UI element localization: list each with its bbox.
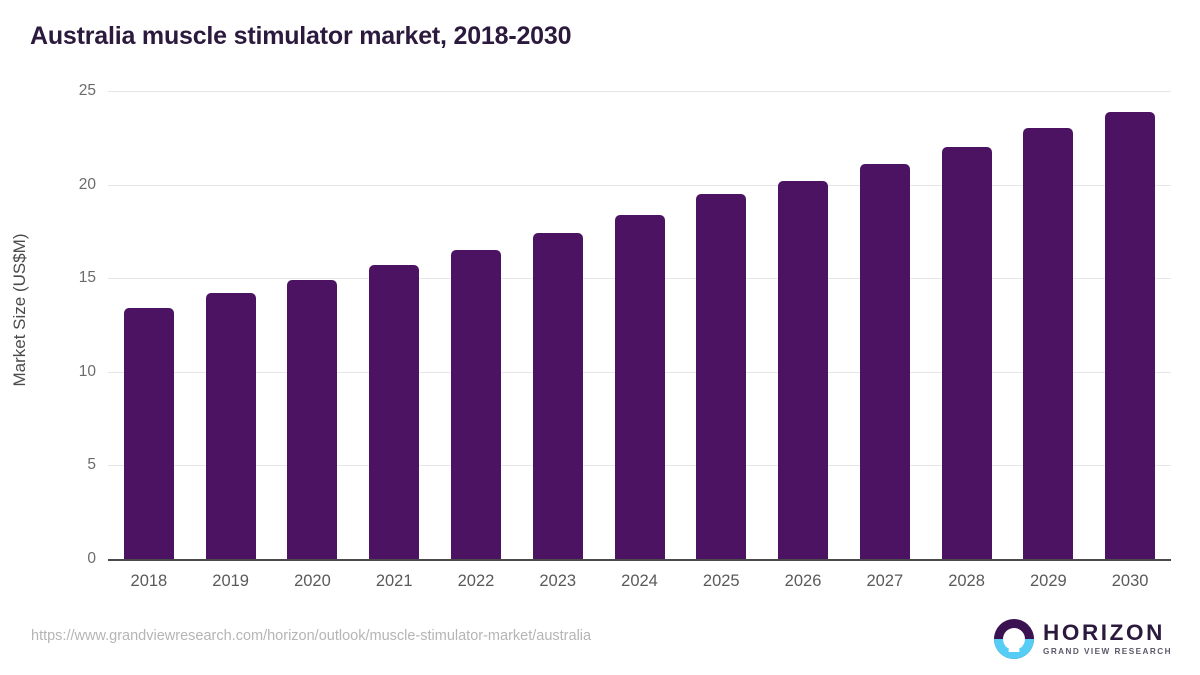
y-axis-tick-label: 5 — [87, 456, 96, 474]
bar-2028[interactable] — [941, 147, 992, 559]
bar-2021[interactable] — [369, 265, 420, 559]
x-axis-tick-label: 2025 — [702, 572, 740, 590]
source-url[interactable]: https://www.grandviewresearch.com/horizo… — [31, 628, 592, 644]
bar-2027[interactable] — [859, 164, 910, 559]
gridline — [108, 91, 1171, 92]
y-axis-title: Market Size (US$M) — [10, 233, 29, 387]
y-axis-tick-label: 10 — [78, 362, 96, 380]
bar-2018[interactable] — [123, 308, 174, 559]
bar-series — [108, 91, 1171, 559]
horizon-sun-circle-icon — [994, 619, 1034, 659]
bar-2029[interactable] — [1023, 128, 1074, 559]
page-title: Australia muscle stimulator market, 2018… — [30, 22, 572, 50]
x-axis-tick-label: 2020 — [294, 572, 331, 590]
bar-2019[interactable] — [205, 293, 256, 559]
bar-2025[interactable] — [696, 193, 747, 559]
bar-2030[interactable] — [1105, 111, 1156, 559]
bar-2022[interactable] — [450, 250, 501, 559]
x-axis-tick-label: 2023 — [539, 572, 577, 590]
logo-wordmark: HORIZON — [1043, 620, 1165, 646]
bar-2023[interactable] — [532, 233, 583, 559]
x-axis-tick-label: 2019 — [212, 572, 249, 590]
x-axis-tick-label: 2027 — [866, 572, 904, 590]
x-axis-tick-label: 2021 — [375, 572, 413, 590]
y-axis-tick-label: 25 — [78, 82, 96, 99]
y-axis-tick-label: 0 — [87, 550, 96, 567]
bar-2020[interactable] — [287, 280, 338, 559]
horizon-logo[interactable]: HORIZON GRAND VIEW RESEARCH — [994, 618, 1172, 660]
x-axis-tick-label: 2024 — [621, 572, 658, 590]
x-axis-line — [108, 559, 1171, 561]
x-axis-tick-label: 2029 — [1029, 572, 1067, 590]
x-axis-tick-label: 2026 — [784, 572, 822, 590]
bar-2024[interactable] — [614, 214, 665, 559]
x-axis-tick-label: 2028 — [948, 572, 985, 590]
logo-tagline: GRAND VIEW RESEARCH — [1043, 646, 1172, 656]
y-axis-tick-label: 15 — [78, 269, 96, 287]
bar-2026[interactable] — [778, 180, 829, 559]
x-axis-tick-labels: 2018 2019 2020 2021 2022 2023 2024 2025 2026 2027… — [108, 568, 1171, 598]
x-axis-tick-label: 2030 — [1111, 572, 1149, 590]
x-axis-tick-label: 2018 — [130, 572, 168, 590]
x-axis-tick-label: 2022 — [457, 572, 495, 590]
y-axis-tick-label: 20 — [78, 175, 96, 193]
gridline — [108, 184, 1171, 186]
